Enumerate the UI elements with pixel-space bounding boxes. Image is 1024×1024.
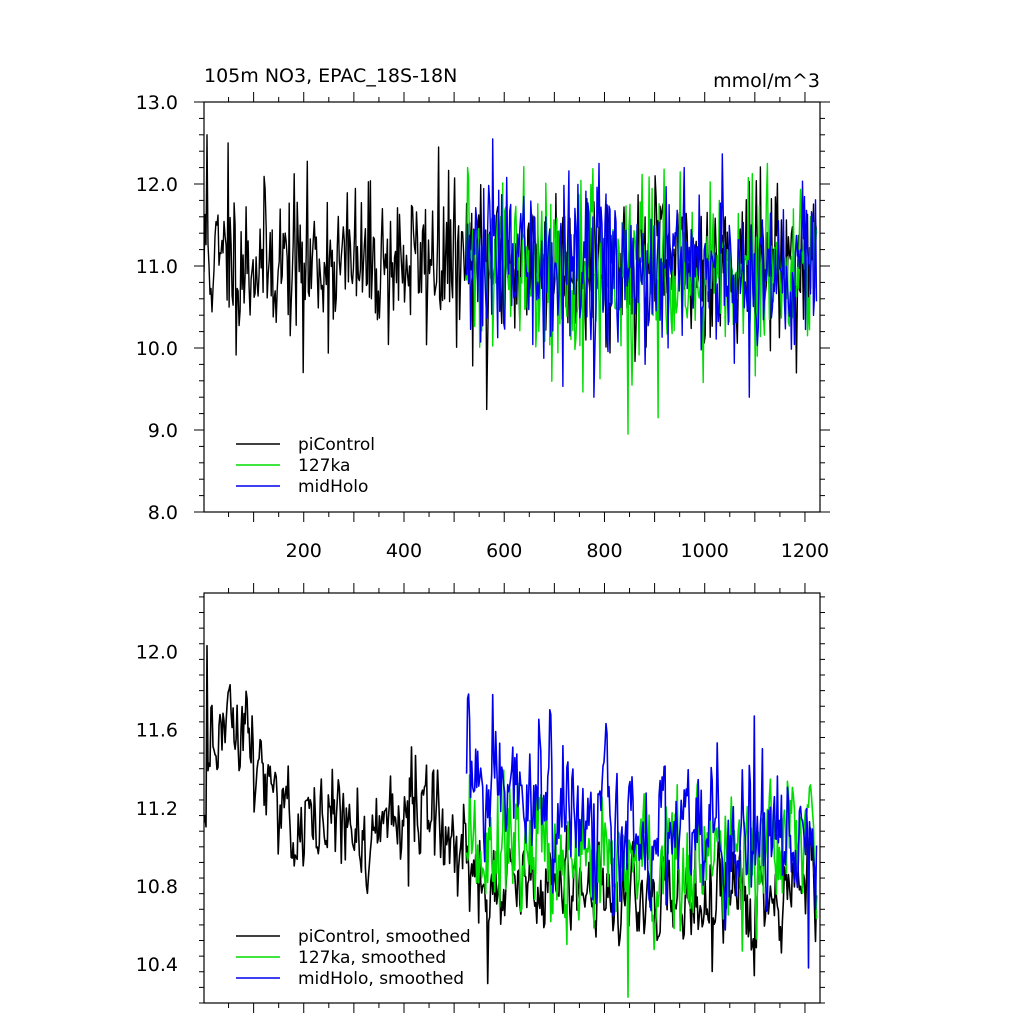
y-tick-label: 10.8 xyxy=(136,876,178,898)
series-line-picontrol-smoothed xyxy=(204,644,818,985)
x-tick-label: 1000 xyxy=(681,540,729,562)
x-tick-label: 1200 xyxy=(781,540,829,562)
series-line-midholo-smoothed xyxy=(465,693,818,969)
y-tick-label: 12.0 xyxy=(136,174,178,196)
legend-label: 127ka xyxy=(298,456,350,476)
plot-frame xyxy=(203,101,821,513)
chart-title: 105m NO3, EPAC_18S-18N xyxy=(204,65,457,87)
series-line-midholo xyxy=(465,138,818,398)
x-tick-label: 200 xyxy=(286,540,322,562)
x-tick-label: 600 xyxy=(486,540,522,562)
panel-bottom: 10.4 10.8 11.2 11.6 12.0 piControl, smoothed1… xyxy=(136,583,825,1013)
legend-label: piControl xyxy=(298,435,375,455)
y-tick-label: 11.2 xyxy=(136,798,178,820)
legend-label: midHolo, smoothed xyxy=(298,969,464,989)
legend-label: midHolo xyxy=(298,477,368,497)
y-tick-label: 11.0 xyxy=(136,256,178,278)
y-tick-label: 11.6 xyxy=(136,720,178,742)
y-tick-label: 13.0 xyxy=(136,92,178,114)
x-tick-label: 800 xyxy=(586,540,622,562)
units-label: mmol/m^3 xyxy=(713,70,820,92)
plot-frame xyxy=(203,592,821,1004)
panel-top: 8.0 9.0 10.0 11.0 12.0 13.0 200 400 600 800 1000 12… xyxy=(136,92,830,562)
legend-label: 127ka, smoothed xyxy=(298,948,446,968)
y-tick-label: 8.0 xyxy=(148,502,178,524)
y-tick-label: 12.0 xyxy=(136,642,178,664)
y-tick-label: 10.0 xyxy=(136,338,178,360)
y-tick-label: 9.0 xyxy=(148,420,178,442)
legend-label: piControl, smoothed xyxy=(298,927,471,947)
x-tick-label: 400 xyxy=(386,540,422,562)
y-tick-label: 10.4 xyxy=(136,954,178,976)
